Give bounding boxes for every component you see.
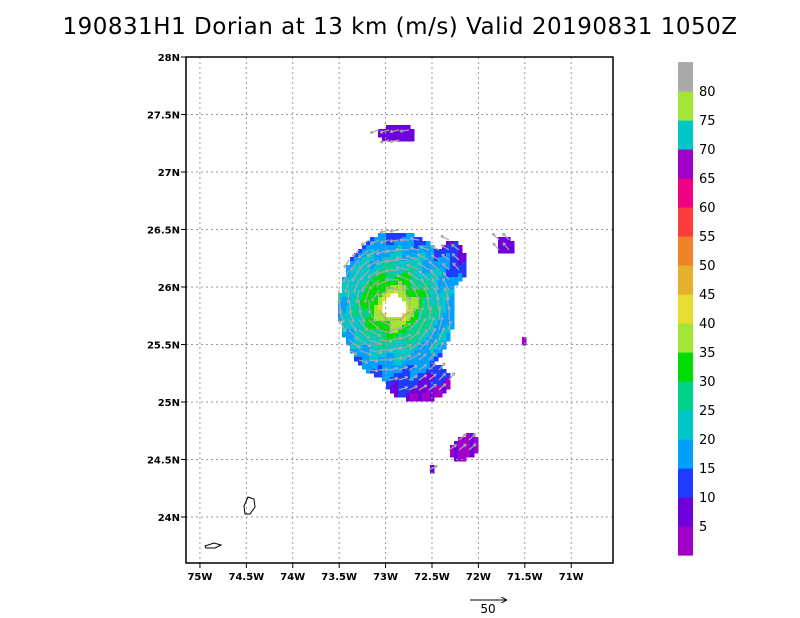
colorbar-swatch [678,323,693,353]
colorbar-label: 10 [699,491,716,506]
colorbar-swatch [678,468,693,498]
x-tick-label: 71W [559,572,584,583]
colorbar-label: 75 [699,114,716,129]
y-tick-label: 27.5N [147,111,180,122]
colorbar-swatch [678,381,693,411]
island-outline [204,542,223,549]
colorbar-swatch [678,265,693,295]
colorbar-swatch [678,207,693,237]
y-tick-label: 24.5N [147,456,180,467]
x-tick-label: 71.5W [507,572,543,583]
colorbar-label: 5 [699,520,707,535]
colorbar-label: 65 [699,172,716,187]
y-tick-label: 25N [158,398,180,409]
colorbar-label: 35 [699,346,716,361]
x-tick-label: 72.5W [414,572,450,583]
chart-title: 190831H1 Dorian at 13 km (m/s) Valid 201… [62,14,738,40]
colorbar-swatch [678,497,693,527]
x-tick-label: 74.5W [228,572,264,583]
x-tick-label: 74W [280,572,305,583]
colorbar-label: 50 [699,259,716,274]
colorbar-swatch [678,526,693,556]
colorbar-label: 40 [699,317,716,332]
colorbar-label: 80 [699,85,716,100]
colorbar-label: 45 [699,288,716,303]
colorbar-label: 25 [699,404,716,419]
colorbar-swatch [678,294,693,324]
colorbar-label: 60 [699,201,716,216]
reference-vector-label: 50 [480,602,495,616]
x-tick-label: 73.5W [321,572,357,583]
coastline [204,496,256,549]
y-tick-label: 27N [158,168,180,179]
colorbar-swatch [678,410,693,440]
colorbar-label: 15 [699,462,716,477]
colorbar-swatch [678,120,693,150]
y-tick-label: 26N [158,283,180,294]
colorbar-label: 70 [699,143,716,158]
colorbar-label: 55 [699,230,716,245]
island-outline [243,496,256,515]
x-tick-label: 72W [466,572,491,583]
x-tick-label: 75W [187,572,212,583]
colorbar-swatch [678,91,693,121]
plot-frame [185,56,614,564]
longitude-axis: 75W 74.5W 74W 73.5W 73W 72.5W 72W 71.5W 71W [187,563,584,583]
x-tick-label: 73W [373,572,398,583]
colorbar-swatch [678,149,693,179]
colorbar-swatch [678,236,693,266]
reference-vector: 50 [470,600,506,616]
colorbar-swatch [678,178,693,208]
y-tick-label: 28N [158,53,180,64]
wind-vector-field [336,129,510,471]
latitude-axis: 28N 27.5N 27N 26.5N 26N 25.5N 25N 24.5N 24N [147,53,186,524]
colorbar-swatch [678,439,693,469]
y-tick-label: 26.5N [147,226,180,237]
colorbar-label: 20 [699,433,716,448]
colorbar-label: 30 [699,375,716,390]
y-tick-label: 25.5N [147,341,180,352]
colorbar-swatch [678,62,693,92]
colorbar-swatch [678,352,693,382]
colorbar: 5 10 15 20 25 30 35 40 45 50 55 60 65 70 75 80 [678,62,716,556]
y-tick-label: 24N [158,513,180,524]
